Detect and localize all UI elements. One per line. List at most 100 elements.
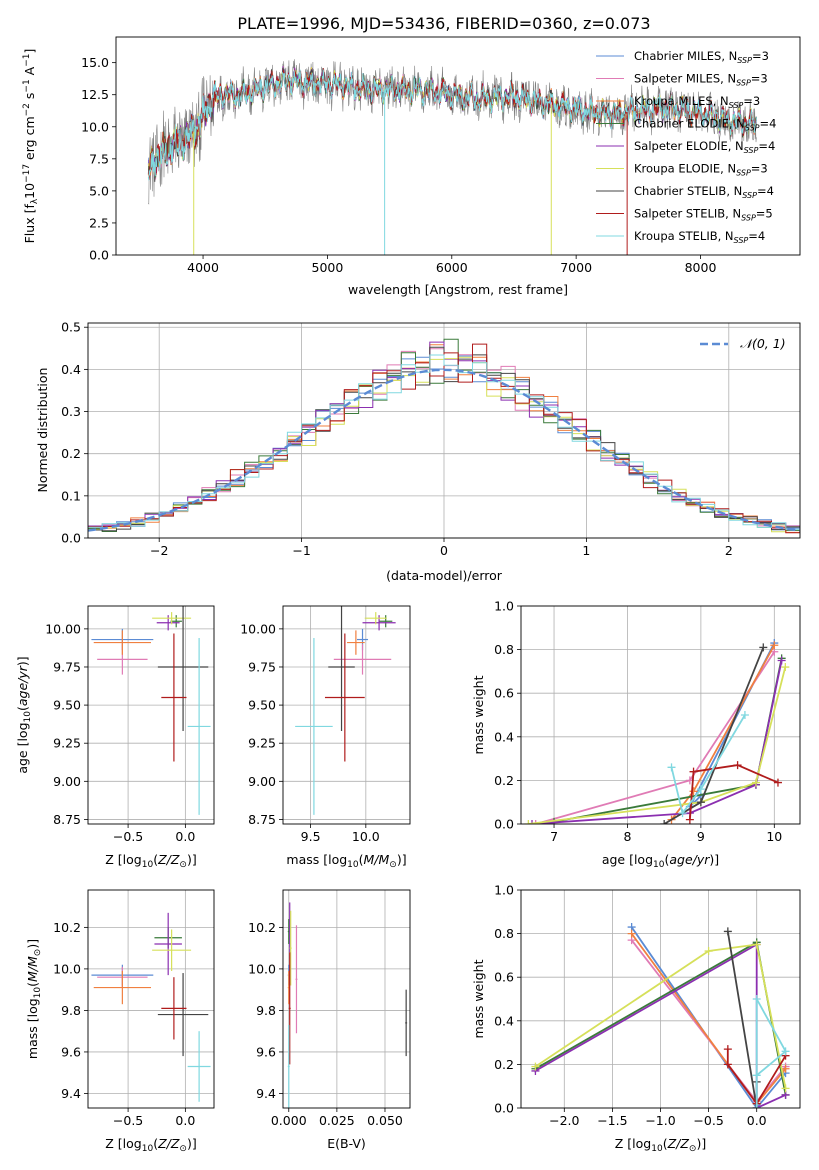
marker-chabrier-stelib [723, 927, 732, 936]
marker-kroupa-stelib [781, 1047, 790, 1056]
x-tick-label: 10 [766, 829, 782, 844]
line-kroupa-elodie [534, 943, 787, 1089]
marker-kroupa-elodie [704, 947, 713, 956]
marker-salpeter-miles [531, 820, 540, 824]
errorbar-kroupa-stelib [187, 638, 211, 815]
y-tick-label: 0.2 [61, 446, 81, 461]
axes-frame [87, 322, 801, 539]
y-tick-label: 10.00 [240, 621, 276, 636]
legend-entry-chabrier-elodie: Chabrier ELODIE, NSSP=4 [634, 117, 776, 133]
errorbar-kroupa-elodie [364, 612, 387, 625]
marker-salpeter-stelib [689, 767, 698, 776]
axes-frame [282, 605, 411, 825]
x-tick-label: 1 [582, 543, 590, 558]
y-tick-label: 9.00 [53, 774, 81, 789]
plot-area-weight_vs_Z [531, 923, 790, 1108]
y-tick-label: 9.4 [256, 1086, 276, 1101]
legend-entry-kroupa-stelib: Kroupa STELIB, NSSP=4 [634, 229, 765, 245]
x-tick-label: 0.050 [367, 1113, 403, 1128]
y-tick-label: 1.0 [494, 599, 514, 614]
marker-kroupa-miles [689, 787, 698, 796]
y-tick-label: 10.2 [53, 920, 81, 935]
marker-salpeter-stelib [733, 761, 742, 770]
axes-frame [115, 36, 801, 256]
errorbar-chabrier-stelib [157, 606, 209, 732]
y-tick-label: 1.0 [494, 883, 514, 898]
errorbar-chabrier-stelib [405, 989, 408, 1057]
x-tick-label: 0 [440, 543, 448, 558]
x-tick-label: 6000 [436, 260, 468, 275]
plot-area-age_vs_mass [295, 606, 396, 815]
y-tick-label: 9.8 [256, 1003, 276, 1018]
marker-kroupa-miles [781, 1064, 790, 1073]
x-axis-label: (data-model)/error [386, 568, 503, 583]
y-tick-label: 0.4 [61, 362, 81, 377]
x-tick-label: 0.025 [319, 1113, 355, 1128]
y-tick-label: 15.0 [81, 55, 109, 70]
x-tick-label: 7 [550, 829, 558, 844]
x-axis-label: Z [log10(Z/Z⊙)] [105, 852, 196, 870]
y-tick-label: 9.6 [256, 1044, 276, 1059]
y-tick-label: 2.5 [89, 215, 109, 230]
x-tick-label: 0.0 [747, 1113, 767, 1128]
marker-salpeter-elodie [528, 820, 537, 824]
legend-entry-salpeter-miles: Salpeter MILES, NSSP=3 [634, 72, 768, 88]
marker-salpeter-stelib [723, 1045, 732, 1054]
marker-kroupa-stelib [752, 995, 761, 1003]
errorbar-kroupa-elodie [152, 612, 192, 625]
plot-area-age_vs_Z [91, 606, 211, 815]
y-tick-label: 0.5 [61, 320, 81, 335]
plot-area-spectrum [147, 59, 757, 255]
y-tick-label: 0.0 [61, 531, 81, 546]
errorbar-salpeter-miles [295, 925, 298, 1034]
y-tick-label: 0.6 [494, 970, 514, 985]
panel-mass_vs_Z: −0.5 0.0 9.4 9.6 9.8 10.0 10.2 Z [log10(Z/Z⊙)] m… [25, 889, 215, 1154]
figure-title: PLATE=1996, MJD=53436, FIBERID=0360, z=0… [237, 14, 650, 33]
x-tick-label: −0.5 [113, 829, 143, 844]
x-tick-label: 8 [623, 829, 631, 844]
y-tick-label: 0.2 [494, 773, 514, 788]
line-kroupa-stelib [755, 998, 787, 1108]
model-spectrum-kroupa-stelib [147, 69, 757, 181]
x-tick-label: −1.0 [645, 1113, 675, 1128]
x-tick-label: 9 [697, 829, 705, 844]
y-tick-label: 8.75 [53, 812, 81, 827]
y-tick-label: 0.3 [61, 404, 81, 419]
x-axis-label: age [log10(age/yr)] [602, 852, 719, 870]
errorbar-kroupa-elodie [289, 910, 292, 986]
y-tick-label: 8.75 [248, 812, 276, 827]
marker-chabrier-stelib [696, 798, 705, 807]
y-tick-label: 9.25 [53, 736, 81, 751]
legend-entry-salpeter-elodie: Salpeter ELODIE, NSSP=4 [634, 139, 775, 155]
errorbar-kroupa-miles [347, 630, 365, 655]
panel-weight_vs_age: 7 8 9 10 0.0 0.2 0.4 0.6 0.8 1.0 mass weight age [l… [471, 599, 801, 870]
y-tick-label: 12.5 [81, 87, 109, 102]
y-tick-label: 0.0 [494, 817, 514, 832]
marker-kroupa-elodie [752, 940, 761, 949]
plot-area-mass_vs_EBV [287, 902, 408, 1108]
y-tick-label: 0.1 [61, 488, 81, 503]
marker-kroupa-stelib [752, 1104, 761, 1108]
errorbar-salpeter-stelib [161, 633, 187, 762]
y-tick-label: 0.0 [494, 1101, 514, 1116]
errorbar-salpeter-elodie [362, 615, 396, 631]
y-tick-label: 9.50 [248, 698, 276, 713]
marker-kroupa-elodie [751, 778, 760, 787]
y-axis-label: Normed distribution [35, 368, 50, 493]
x-tick-label: 7000 [560, 260, 592, 275]
x-axis-label: Z [log10(Z/Z⊙)] [615, 1136, 706, 1154]
panels: 4000 5000 6000 7000 80000.02.55.07.510.012.5… [15, 36, 801, 1154]
errorbar-kroupa-stelib [287, 1024, 290, 1108]
line-kroupa-stelib [670, 714, 746, 816]
errorbar-salpeter-miles [333, 644, 392, 675]
x-tick-label: −2.0 [549, 1113, 579, 1128]
line-salpeter-stelib [689, 764, 779, 820]
axes-frame [87, 889, 215, 1109]
panel-residuals: −2 −1 0 1 2 0.0 0.1 0.2 0.3 0.4 0.5 (data-model)/er… [35, 320, 801, 583]
y-tick-label: 9.6 [61, 1044, 81, 1059]
x-tick-label: 2 [725, 543, 733, 558]
y-axis-label: mass [log10(M/M⊙)] [25, 939, 43, 1059]
y-axis-label: age [log10(age/yr)] [15, 656, 33, 773]
axes-frame [282, 889, 411, 1109]
y-tick-label: 9.75 [53, 659, 81, 674]
